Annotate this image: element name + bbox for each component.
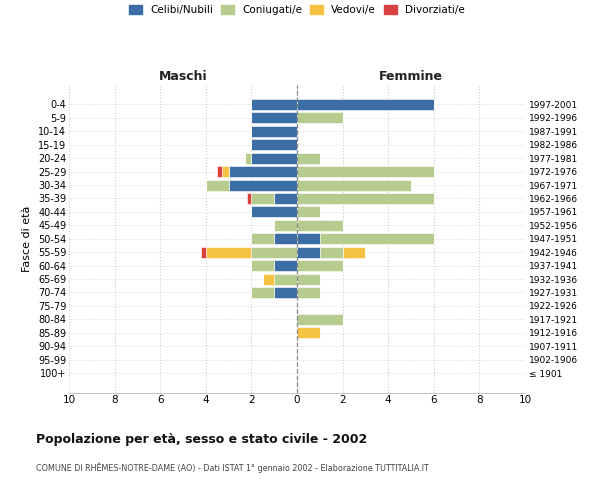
Bar: [297, 314, 343, 325]
Bar: [274, 260, 297, 271]
Bar: [251, 152, 297, 164]
Bar: [247, 193, 251, 204]
Y-axis label: Fasce di età: Fasce di età: [22, 206, 32, 272]
Bar: [245, 152, 251, 164]
Bar: [297, 193, 434, 204]
Bar: [206, 246, 251, 258]
Bar: [229, 166, 297, 177]
Bar: [297, 220, 343, 231]
Bar: [274, 274, 297, 284]
Bar: [229, 180, 297, 190]
Bar: [251, 99, 297, 110]
Bar: [251, 140, 297, 150]
Bar: [297, 112, 343, 124]
Bar: [274, 233, 297, 244]
Bar: [297, 246, 320, 258]
Bar: [222, 166, 229, 177]
Bar: [297, 233, 320, 244]
Bar: [274, 193, 297, 204]
Bar: [251, 246, 297, 258]
Bar: [251, 260, 274, 271]
Bar: [297, 99, 434, 110]
Bar: [297, 166, 434, 177]
Bar: [263, 274, 274, 284]
Text: Popolazione per età, sesso e stato civile - 2002: Popolazione per età, sesso e stato civil…: [36, 432, 367, 446]
Bar: [320, 233, 434, 244]
Bar: [251, 193, 274, 204]
Text: COMUNE DI RHÊMES-NOTRE-DAME (AO) - Dati ISTAT 1° gennaio 2002 - Elaborazione TUT: COMUNE DI RHÊMES-NOTRE-DAME (AO) - Dati …: [36, 462, 429, 473]
Bar: [251, 112, 297, 124]
Bar: [251, 233, 274, 244]
Bar: [297, 274, 320, 284]
Bar: [297, 180, 411, 190]
Bar: [274, 287, 297, 298]
Bar: [251, 206, 297, 218]
Legend: Celibi/Nubili, Coniugati/e, Vedovi/e, Divorziati/e: Celibi/Nubili, Coniugati/e, Vedovi/e, Di…: [129, 5, 465, 15]
Bar: [251, 126, 297, 137]
Bar: [297, 206, 320, 218]
Bar: [297, 287, 320, 298]
Bar: [206, 180, 229, 190]
Bar: [297, 327, 320, 338]
Text: Femmine: Femmine: [379, 70, 443, 82]
Bar: [217, 166, 222, 177]
Text: Maschi: Maschi: [158, 70, 208, 82]
Bar: [320, 246, 343, 258]
Bar: [274, 220, 297, 231]
Bar: [201, 246, 206, 258]
Bar: [297, 152, 320, 164]
Bar: [343, 246, 365, 258]
Bar: [251, 287, 274, 298]
Bar: [297, 260, 343, 271]
